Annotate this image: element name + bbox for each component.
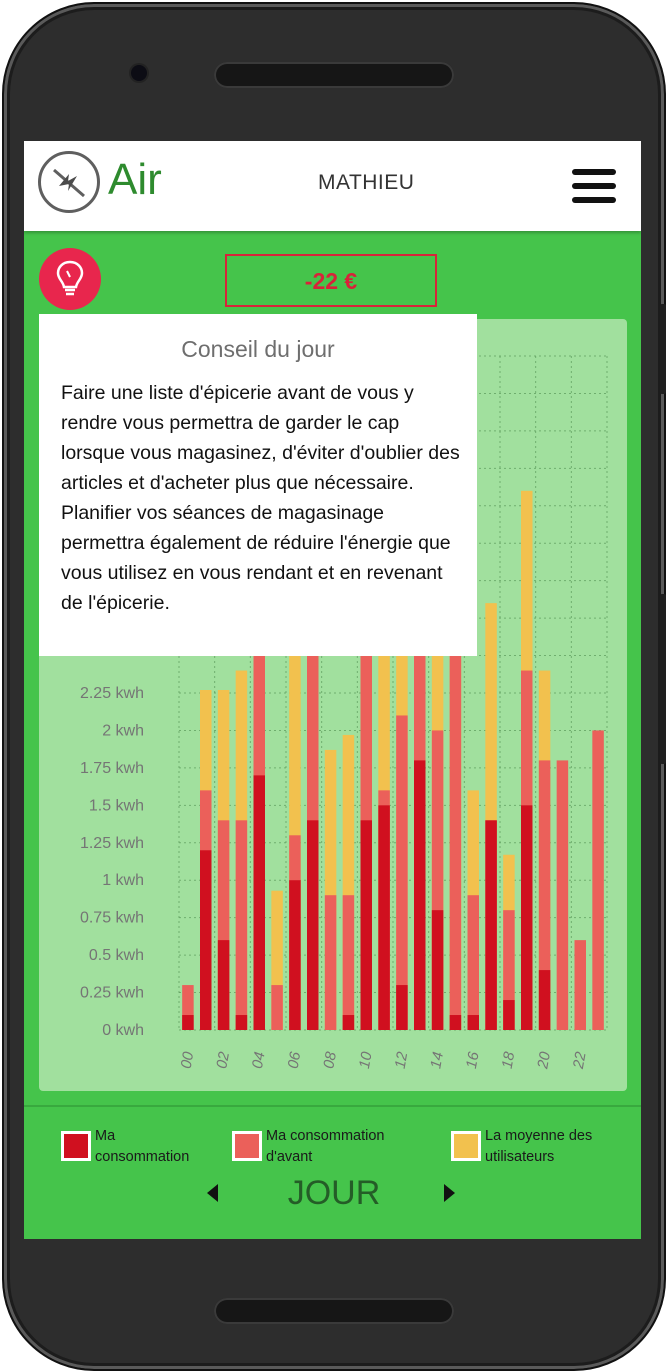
bar-mine [182,1015,194,1030]
bar-before [592,730,604,1030]
front-camera [131,65,147,81]
power-button [660,594,666,764]
bar-mine [450,1015,462,1030]
x-axis-tick-label: 22 [570,1050,590,1071]
bar-mine [378,805,390,1030]
y-axis-tick-label: 0.75 kwh [80,910,144,927]
bar-mine [539,970,551,1030]
legend-label-before: Ma consommation d'avant [266,1126,401,1168]
period-label: JOUR [234,1174,434,1213]
y-axis-tick-label: 0.5 kwh [89,947,144,964]
y-axis-tick-label: 2.25 kwh [80,685,144,702]
bar-mine [236,1015,248,1030]
daily-tip-text: Faire une liste d'épicerie avant de vous… [61,378,467,618]
x-axis-tick-label: 02 [213,1050,233,1070]
app-header: Air MATHIEU [24,141,641,231]
y-axis-tick-label: 1.5 kwh [89,797,144,814]
savings-amount: -22 € [305,268,357,294]
bar-before [557,760,569,1030]
legend-swatch-before [232,1131,262,1161]
bar-mine [432,910,444,1030]
x-axis-tick-label: 04 [249,1051,269,1070]
x-axis-tick-label: 16 [463,1050,483,1070]
savings-amount-box: -22 € [225,254,437,307]
bar-mine [254,775,266,1030]
bar-mine [485,820,497,1030]
legend-swatch-average [451,1131,481,1161]
x-axis-tick-label: 20 [534,1050,554,1071]
x-axis-tick-label: 10 [356,1050,376,1070]
bar-before [468,895,480,1030]
hamburger-menu-icon[interactable] [572,169,616,205]
bar-before [271,985,283,1030]
bar-mine [218,940,230,1030]
bar-mine [361,820,373,1030]
bar-before [236,820,248,1030]
lightning-circle-logo-icon [38,151,100,213]
bar-mine [521,805,533,1030]
daily-tip-title: Conseil du jour [39,336,477,363]
legend-label-average: La moyenne des utilisateurs [485,1126,605,1168]
bar-mine [503,1000,514,1030]
bar-before [450,596,462,1030]
volume-button [660,304,666,394]
bottom-speaker [214,1298,454,1324]
bar-mine [468,1015,480,1030]
x-axis-tick-label: 06 [285,1050,305,1070]
daily-tip-popup: Conseil du jour Faire une liste d'épicer… [39,314,477,656]
x-axis-tick-label: 18 [499,1050,519,1070]
app-logo-text: Air [108,155,162,205]
y-axis-tick-label: 1 kwh [102,872,144,889]
y-axis-tick-label: 2 kwh [102,722,144,739]
bar-mine [289,880,301,1030]
x-axis-tick-label: 12 [392,1050,412,1070]
lightbulb-icon[interactable] [39,248,101,310]
legend-divider [24,1105,641,1107]
user-name: MATHIEU [318,171,414,195]
earpiece-speaker [214,62,454,88]
bar-before [343,895,355,1030]
bar-mine [414,760,426,1030]
bar-mine [200,850,212,1030]
y-axis-tick-label: 0.25 kwh [80,985,144,1002]
legend-swatch-mine [61,1131,91,1161]
bar-mine [343,1015,355,1030]
triangle-left-icon[interactable] [207,1184,218,1202]
x-axis-tick-label: 14 [427,1051,447,1070]
y-axis-tick-label: 1.75 kwh [80,760,144,777]
y-axis-tick-label: 0 kwh [102,1022,144,1039]
bar-mine [396,985,408,1030]
bar-before [325,895,337,1030]
x-axis-tick-label: 00 [178,1050,198,1070]
bar-mine [307,820,319,1030]
legend-label-mine: Ma consommation [95,1126,205,1168]
bar-before [575,940,587,1030]
x-axis-tick-label: 08 [320,1050,340,1070]
y-axis-tick-label: 1.25 kwh [80,835,144,852]
triangle-right-icon[interactable] [444,1184,455,1202]
bar-before [396,715,408,1030]
app-screen: Air MATHIEU -22 € 0 kwh 0.25 kwh 0.5 kwh 0.… [24,141,641,1239]
